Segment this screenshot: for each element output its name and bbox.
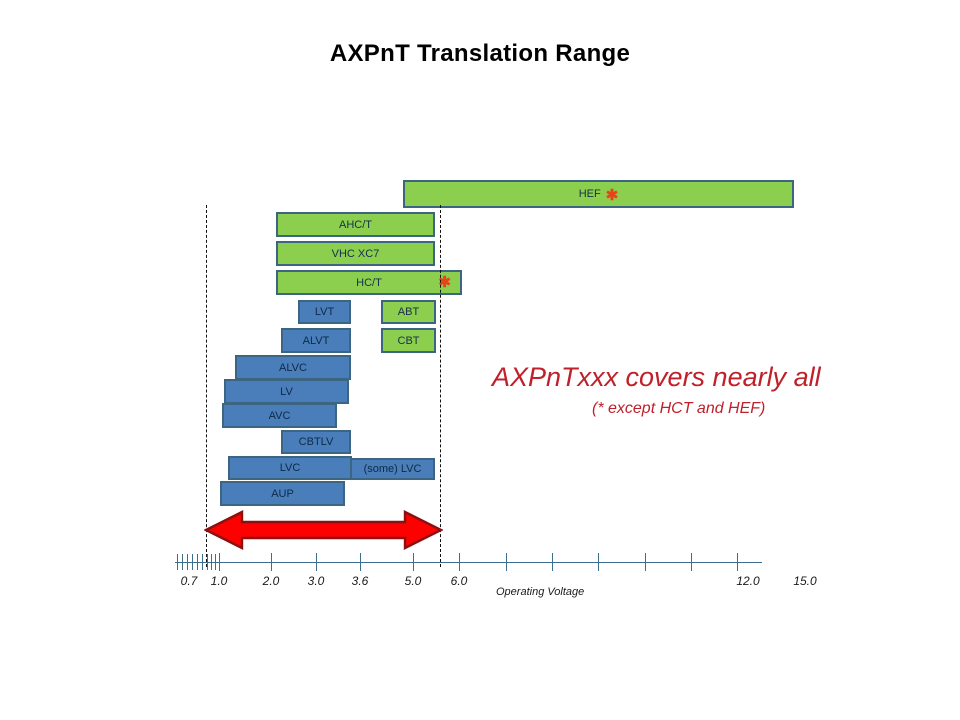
left-guide-0_9v [206, 205, 207, 567]
axis-tick-major-3 [360, 553, 361, 571]
bar-lvc[interactable]: LVC [228, 456, 352, 480]
annotation-sub: (* except HCT and HEF) [592, 400, 766, 417]
bar-lvt-label: LVT [314, 306, 335, 318]
coverage-arrow [203, 509, 444, 551]
bar-avc[interactable]: AVC [222, 403, 337, 428]
bar-lvt[interactable]: LVT [298, 300, 351, 324]
axis-tick-major-4 [413, 553, 414, 571]
axis-tick-minor-0 [177, 554, 178, 570]
bar-aup[interactable]: AUP [220, 481, 345, 506]
bar-abt[interactable]: ABT [381, 300, 436, 324]
axis-tick-major-0 [219, 553, 220, 571]
bar-vhc-xc7[interactable]: VHC XC7 [276, 241, 435, 266]
bar-cbtlv-label: CBTLV [298, 436, 334, 448]
axis-tick-major-11 [737, 553, 738, 571]
axis-tick-minor-7 [211, 554, 212, 570]
bar-hef[interactable]: HEF ✱ [403, 180, 794, 208]
axis-tick-label-4: 3.6 [351, 574, 369, 588]
bar-some-lvc[interactable]: (some) LVC [350, 458, 435, 480]
bar-lv-label: LV [280, 385, 293, 398]
bar-avc-label: AVC [268, 409, 291, 422]
axis-tick-minor-1 [182, 554, 183, 570]
bar-vhc-xc7-label: VHC XC7 [331, 247, 380, 260]
axis-tick-label-1: 1.0 [210, 574, 228, 588]
bar-hef-label: HEF [578, 188, 601, 200]
axis-tick-major-6 [506, 553, 507, 571]
axis-title: Operating Voltage [496, 586, 585, 598]
axis-tick-label-3: 3.0 [307, 574, 325, 588]
axis-tick-label-2: 2.0 [262, 574, 280, 588]
bar-alvc-label: ALVC [279, 361, 307, 374]
bar-alvt[interactable]: ALVT [281, 328, 351, 353]
bar-some-lvc-label: (some) LVC [363, 463, 422, 475]
bar-hc-t-label: HC/T [356, 276, 382, 289]
axis-tick-major-2 [316, 553, 317, 571]
bar-lvc-label: LVC [279, 462, 301, 474]
axis-tick-major-10 [691, 553, 692, 571]
axis-tick-label-7: 12.0 [736, 574, 760, 588]
axis-baseline [175, 562, 762, 563]
annotation-main: AXPnTxxx covers nearly all [492, 362, 821, 392]
page-title: AXPnT Translation Range [329, 40, 631, 67]
bar-cbt-label: CBT [397, 334, 420, 347]
axis-tick-major-1 [271, 553, 272, 571]
right-guide-5_5v [440, 205, 441, 567]
axis-tick-minor-2 [187, 554, 188, 570]
bar-ahc-t-label: AHC/T [339, 218, 372, 231]
axis-tick-major-5 [459, 553, 460, 571]
axis-tick-label-5: 5.0 [404, 574, 422, 588]
bar-alvt-label: ALVT [302, 334, 330, 347]
axis-tick-label-0: 0.7 [180, 574, 198, 588]
axis-tick-major-9 [645, 553, 646, 571]
axis-tick-label-6: 6.0 [450, 574, 468, 588]
axis-tick-label-8: 15.0 [793, 574, 817, 588]
axis-tick-major-8 [598, 553, 599, 571]
bar-ahc-t[interactable]: AHC/T [276, 212, 435, 237]
axis-tick-minor-8 [215, 554, 216, 570]
axis-tick-minor-6 [207, 554, 208, 570]
double-arrow-icon [203, 510, 444, 550]
bar-alvc[interactable]: ALVC [235, 355, 351, 380]
axis-tick-minor-5 [202, 554, 203, 570]
bar-abt-label: ABT [397, 306, 420, 318]
axis-tick-minor-4 [197, 554, 198, 570]
axis-tick-minor-3 [192, 554, 193, 570]
bar-hc-t[interactable]: HC/T ✱ [276, 270, 462, 295]
bar-cbtlv[interactable]: CBTLV [281, 430, 351, 454]
bar-cbt[interactable]: CBT [381, 328, 436, 353]
bar-lv[interactable]: LV [224, 379, 349, 404]
bar-aup-label: AUP [271, 487, 294, 500]
axis-tick-major-7 [552, 553, 553, 571]
